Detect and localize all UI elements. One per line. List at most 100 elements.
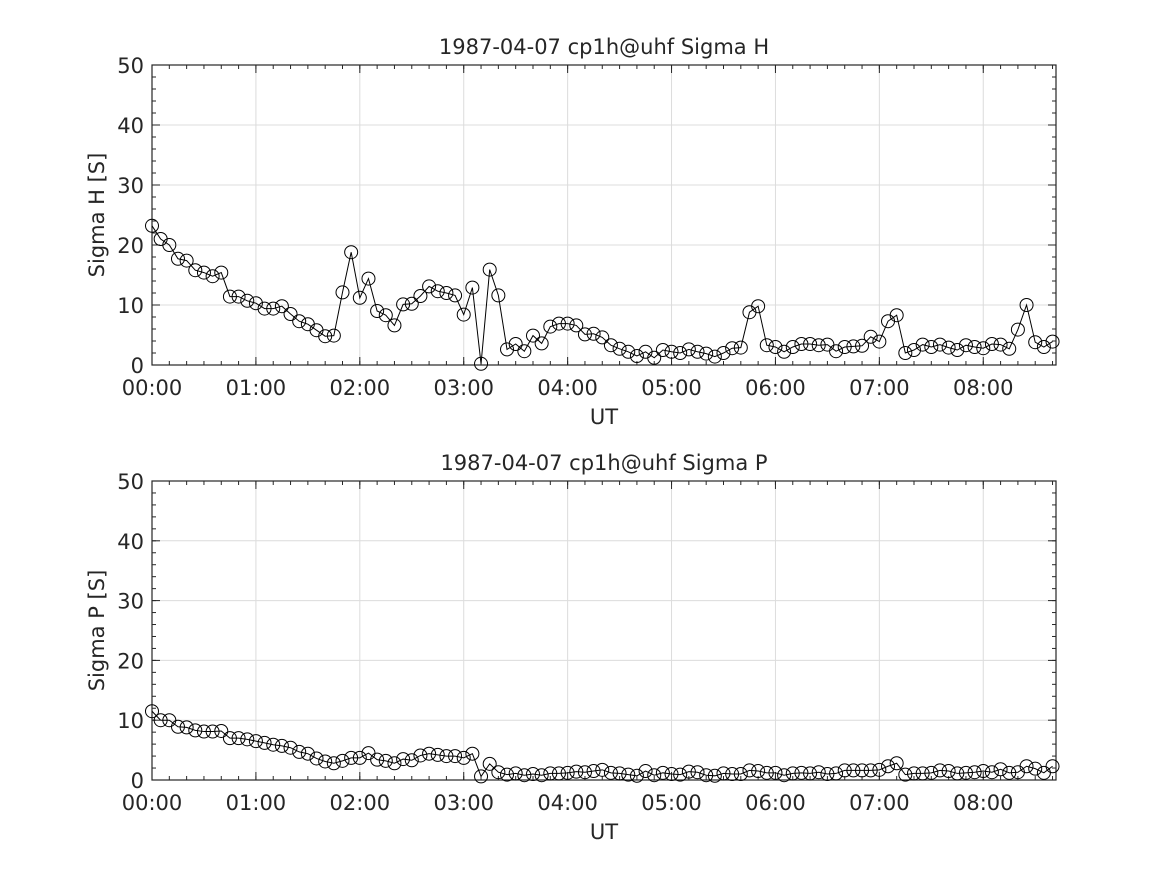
data-point <box>153 713 168 728</box>
data-point <box>300 746 315 761</box>
data-point <box>958 338 973 353</box>
data-point <box>318 754 333 769</box>
data-point <box>551 766 566 781</box>
data-point <box>855 763 870 778</box>
data-point <box>179 253 194 268</box>
data-point <box>889 308 904 323</box>
chart-title: 1987-04-07 cp1h@uhf Sigma H <box>439 35 769 59</box>
data-point <box>881 759 896 774</box>
data-point <box>474 356 489 371</box>
data-point <box>820 767 835 782</box>
data-point <box>361 271 376 286</box>
data-point <box>162 238 177 252</box>
data-point <box>491 288 506 303</box>
data-point <box>370 304 385 318</box>
data-point <box>1045 759 1060 774</box>
chart-title: 1987-04-07 cp1h@uhf Sigma P <box>440 451 767 475</box>
x-tick-label: 06:00 <box>745 376 806 400</box>
data-point <box>984 337 999 351</box>
data-point <box>837 763 852 778</box>
data-point <box>603 338 618 353</box>
data-point <box>560 316 575 331</box>
data-point <box>248 296 263 311</box>
data-point <box>863 329 878 344</box>
data-point <box>699 346 714 361</box>
data-point <box>915 766 930 781</box>
data-point <box>829 766 844 781</box>
data-point <box>456 307 471 322</box>
data-point <box>958 765 973 780</box>
data-point <box>751 299 766 314</box>
data-point <box>690 344 705 359</box>
data-point <box>335 753 350 768</box>
data-point <box>413 289 428 303</box>
chart-panel-2: 00:00 01:00 02:00 03:00 04:00 05:00 06:00 07:00… <box>85 451 1060 844</box>
data-point <box>396 752 411 767</box>
data-point <box>716 766 731 781</box>
data-point <box>794 337 809 351</box>
data-point <box>378 308 393 323</box>
data-point <box>906 766 921 781</box>
data-point <box>543 766 558 781</box>
data-point <box>257 301 272 316</box>
x-axis-label: UT <box>590 405 618 429</box>
data-point <box>170 719 185 734</box>
data-point <box>1002 765 1017 780</box>
data-point <box>335 285 350 300</box>
x-tick-label: 07:00 <box>849 376 910 400</box>
data-point <box>733 767 748 782</box>
x-tick-label: 00:00 <box>122 376 183 400</box>
x-tick-label: 08:00 <box>953 791 1014 815</box>
data-point <box>707 768 722 783</box>
data-point <box>664 767 679 782</box>
data-point <box>932 337 947 352</box>
data-point <box>725 767 740 782</box>
data-point <box>577 327 592 342</box>
x-tick-label: 01:00 <box>226 791 287 815</box>
x-tick-label: 07:00 <box>849 791 910 815</box>
data-point <box>240 293 255 308</box>
data-point <box>794 765 809 780</box>
data-point <box>318 329 333 344</box>
data-point <box>188 723 203 738</box>
data-point <box>292 744 307 759</box>
data-point <box>465 280 480 295</box>
data-point <box>404 753 419 768</box>
data-point <box>344 245 359 260</box>
data-point <box>309 751 324 766</box>
data-point <box>586 764 601 779</box>
chart-panel-1: 00:00 01:00 02:00 03:00 04:00 05:00 06:00 07:00… <box>85 35 1060 429</box>
data-point <box>448 749 463 764</box>
data-point <box>898 346 913 360</box>
data-point <box>603 765 618 780</box>
data-point <box>326 756 341 771</box>
data-point <box>993 337 1008 352</box>
data-point <box>751 764 766 779</box>
data-point <box>1019 759 1034 774</box>
y-axis-label: Sigma H [S] <box>85 153 109 278</box>
y-tick-label: 20 <box>117 649 144 673</box>
data-point <box>872 762 887 777</box>
data-point <box>803 766 818 781</box>
data-point <box>387 318 402 333</box>
x-tick-label: 03:00 <box>433 791 494 815</box>
data-point <box>439 749 454 764</box>
data-point <box>1028 335 1043 350</box>
data-point <box>474 769 489 784</box>
data-point <box>179 720 194 735</box>
data-point <box>577 765 592 780</box>
data-point <box>655 765 670 780</box>
data-point <box>595 762 610 777</box>
data-point <box>707 349 722 364</box>
data-point <box>508 766 523 781</box>
data-point <box>777 768 792 783</box>
data-point <box>811 765 826 780</box>
data-point <box>222 289 237 304</box>
x-tick-label: 03:00 <box>433 376 494 400</box>
y-tick-label: 10 <box>117 709 144 733</box>
data-point <box>352 750 367 765</box>
data-point <box>889 756 904 771</box>
data-point <box>378 753 393 768</box>
data-point <box>491 765 506 780</box>
data-point <box>396 297 411 312</box>
